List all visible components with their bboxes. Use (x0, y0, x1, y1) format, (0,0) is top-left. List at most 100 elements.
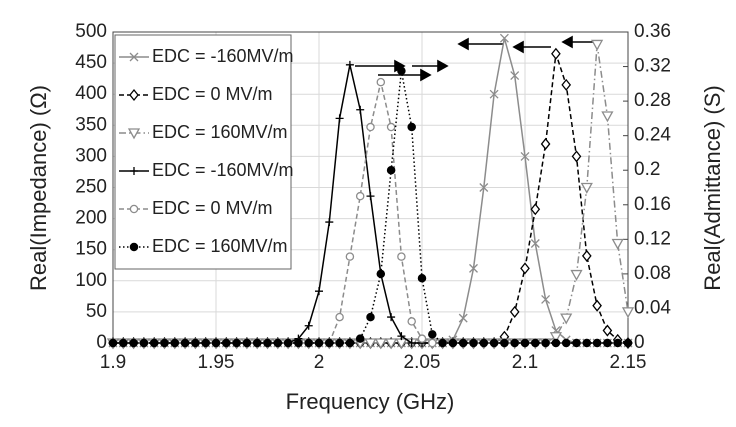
marker (417, 334, 427, 343)
marker (127, 128, 141, 140)
marker (540, 137, 551, 151)
y-tick-label: 200 (75, 208, 107, 229)
marker (499, 33, 509, 43)
marker (130, 167, 138, 175)
marker (149, 338, 159, 348)
marker (283, 338, 293, 348)
marker (294, 338, 303, 348)
x-tick-label: 1.9 (100, 352, 126, 373)
marker (355, 191, 365, 201)
y-tick-label: 500 (75, 21, 107, 42)
y-tick-label: 250 (75, 177, 107, 198)
marker (397, 66, 406, 76)
marker (325, 218, 334, 227)
y-tick-label: 150 (75, 239, 107, 260)
marker (428, 338, 437, 348)
marker (479, 338, 489, 348)
marker (623, 338, 633, 348)
legend-text: EDC = 160MV/m (152, 122, 288, 142)
marker (561, 338, 571, 348)
marker (560, 313, 573, 325)
marker (541, 338, 550, 348)
legend-text: EDC = -160MV/m (152, 46, 294, 66)
marker (592, 299, 602, 312)
marker (386, 165, 396, 175)
marker (304, 321, 313, 330)
legend-box (114, 34, 292, 270)
y2-tick-label: 0.24 (634, 125, 671, 146)
marker (129, 338, 138, 348)
marker (407, 317, 416, 326)
y2-tick-label: 0.2 (634, 159, 660, 180)
marker (509, 305, 520, 318)
y-tick-label: 300 (75, 145, 107, 166)
x-tick-label: 2.05 (404, 352, 441, 373)
marker (510, 338, 519, 348)
y2-tick-label: 0.36 (634, 21, 671, 42)
y-tick-label: 350 (75, 114, 107, 135)
legend-text: EDC = 0 MV/m (152, 198, 273, 218)
marker (315, 287, 323, 296)
marker (500, 338, 509, 348)
marker (397, 252, 406, 261)
y2-tick-label: 0.12 (634, 228, 671, 249)
marker (376, 77, 386, 87)
marker (469, 338, 478, 348)
marker (520, 338, 530, 348)
marker (180, 338, 190, 348)
marker (129, 204, 139, 214)
legend-text: EDC = 0 MV/m (152, 84, 273, 104)
y2-tick-label: 0.32 (634, 56, 671, 77)
y2-tick-label: 0.28 (634, 90, 671, 111)
marker (428, 330, 437, 339)
marker (335, 312, 344, 322)
y-tick-label: 0 (96, 332, 107, 353)
x-tick-label: 1.95 (198, 352, 235, 373)
marker (621, 307, 635, 319)
marker (510, 71, 520, 80)
marker (366, 122, 375, 132)
y2-tick-label: 0.08 (634, 263, 671, 284)
x-tick-label: 2.1 (512, 352, 538, 373)
series (108, 66, 633, 348)
marker (489, 338, 499, 348)
marker (356, 105, 365, 114)
marker (139, 338, 149, 348)
marker (232, 338, 241, 348)
marker (407, 339, 416, 347)
marker (335, 338, 344, 348)
marker (438, 338, 447, 348)
marker (582, 338, 592, 348)
marker (345, 338, 355, 348)
marker (129, 88, 139, 102)
arrows (355, 35, 596, 82)
marker (572, 338, 581, 348)
marker (458, 338, 468, 348)
marker (364, 338, 377, 350)
marker (551, 47, 561, 60)
y-tick-label: 50 (86, 301, 107, 322)
marker (469, 263, 478, 273)
marker (602, 324, 613, 337)
legend-text: EDC = 160MV/m (152, 236, 288, 256)
marker (386, 122, 396, 132)
marker (601, 111, 614, 123)
marker (520, 151, 530, 161)
marker (549, 332, 563, 344)
legend: EDC = -160MV/m EDC = 0 MV/m EDC = 160MV/m E… (114, 34, 294, 270)
marker (541, 295, 551, 304)
marker (252, 338, 262, 348)
marker (590, 39, 604, 51)
marker (592, 338, 602, 348)
marker (458, 313, 468, 323)
marker (345, 60, 354, 69)
marker (479, 183, 489, 192)
marker (531, 338, 540, 348)
y2-tick-label: 0.04 (634, 297, 671, 318)
marker (160, 338, 169, 348)
marker (366, 192, 375, 201)
legend-text: EDC = -160MV/m (152, 160, 294, 180)
marker (374, 338, 387, 350)
marker (611, 238, 624, 250)
